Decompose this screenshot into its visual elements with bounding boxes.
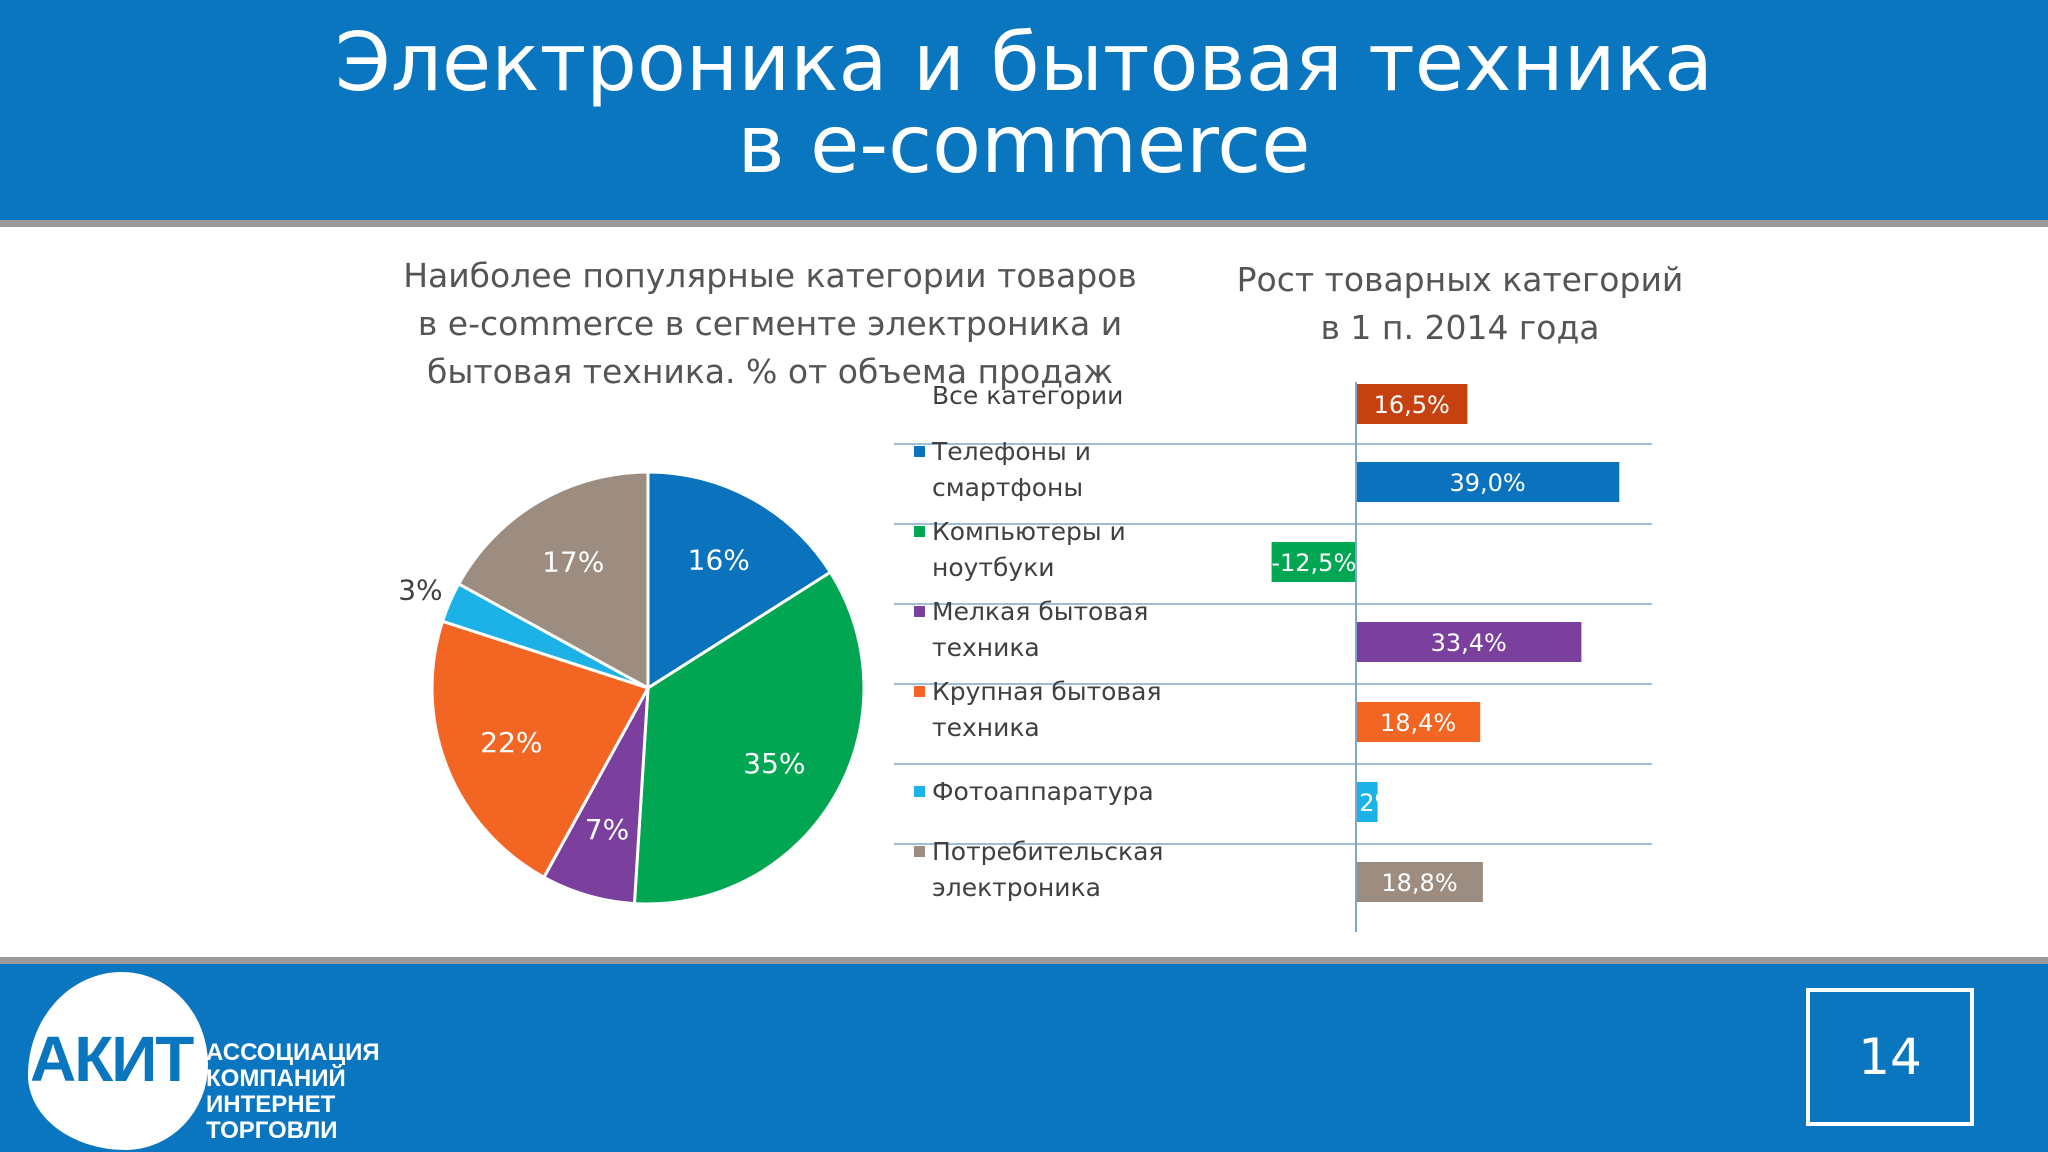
bar-category-label: техника [932,633,1040,662]
pie-chart-title: Наиболее популярные категории товаров в … [390,252,1150,396]
bar-value-label: -12,5% [1271,549,1356,577]
bar-value-label: 3,2% [1336,789,1397,817]
bar-chart-title-line: Рост товарных категорий [1236,260,1684,299]
bar [1356,782,1378,822]
bar-category-label: техника [932,713,1040,742]
bar [1356,622,1582,662]
bar-category-label: ноутбуки [932,553,1055,582]
pie-slice-label: 16% [688,543,750,576]
pie-slice-label: 17% [542,546,604,579]
bar-category-label: Компьютеры и [932,517,1126,546]
pie-slice-label: 3% [398,574,442,607]
page-number: 14 [1806,988,1974,1126]
pie-slice-label: 22% [480,726,542,759]
bar-value-label: 18,4% [1380,709,1456,737]
bar [1271,542,1356,582]
bar-category-label: смартфоны [932,473,1083,502]
bar-category-label: Крупная бытовая [932,677,1162,706]
pie-chart-title-line: в e-commerce в сегменте электроника и [417,304,1123,343]
logo-abbreviation: АКИТ [30,1023,194,1095]
bar-chart-title: Рост товарных категорий в 1 п. 2014 года [1200,256,1720,352]
slide-title: Электроника и бытовая техника в e-commer… [0,22,2048,186]
pie-slice-label: 35% [743,747,805,780]
pie-slice [430,619,651,880]
legend-marker [914,606,925,617]
slide-header [0,0,2048,220]
bar [1356,384,1468,424]
logo-text: АССОЦИАЦИЯ КОМПАНИЙ ИНТЕРНЕТ ТОРГОВЛИ [206,1040,380,1144]
pie-slice-label: 7% [585,813,629,846]
bar-category-label: электроника [932,873,1101,902]
bar-category-label: Мелкая бытовая [932,597,1148,626]
pie-slice [632,570,866,906]
bar-chart-title-line: в 1 п. 2014 года [1320,308,1600,347]
pie-slice [646,470,833,691]
legend-marker [914,846,925,857]
bar-category-label: Фотоаппаратура [932,777,1154,806]
legend-marker [914,446,925,457]
bar-category-label: Все категории [932,381,1123,410]
slide-title-line-1: Электроника и бытовая техника [335,16,1713,109]
legend-marker [914,686,925,697]
bar [1356,462,1620,502]
logo-text-line: КОМПАНИЙ [206,1065,346,1092]
footer-divider [0,957,2048,964]
pie-chart: 16% 35% 7% 22% 3% 17% [398,470,866,906]
logo-shape [28,972,208,1150]
bar-value-label: 33,4% [1431,629,1507,657]
pie-slice [456,470,650,691]
header-divider [0,220,2048,227]
slide-title-line-2: в e-commerce [737,98,1311,191]
bar [1356,702,1481,742]
pie-chart-title-line: бытовая техника. % от объема продаж [426,352,1114,391]
bar-value-label: 39,0% [1449,469,1525,497]
logo-text-line: ИНТЕРНЕТ [206,1091,336,1118]
slide-footer [0,964,2048,1152]
bar [1356,862,1483,902]
bar-category-label: Потребительская [932,837,1163,866]
legend-marker [914,526,925,537]
pie-chart-title-line: Наиболее популярные категории товаров [403,256,1137,295]
logo-text-line: АССОЦИАЦИЯ [206,1039,380,1066]
bar-chart: Все категории 16,5% Телефоны и смартфоны 39,… [894,381,1652,932]
bar-value-label: 18,8% [1381,869,1457,897]
bar-value-label: 16,5% [1374,391,1450,419]
legend-marker [914,786,925,797]
logo-text-line: ТОРГОВЛИ [206,1117,338,1144]
bar-category-label: Телефоны и [931,437,1091,466]
